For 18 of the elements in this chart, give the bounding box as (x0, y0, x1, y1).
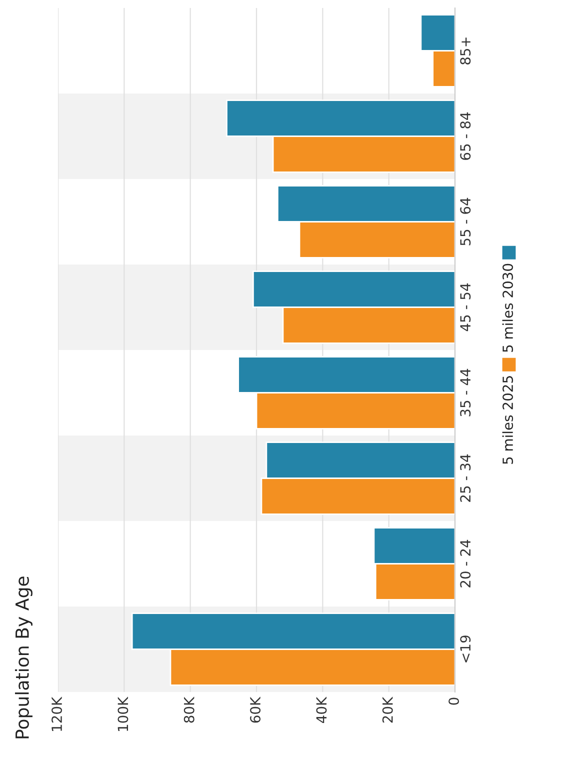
y-tick-label: <19 (460, 636, 471, 662)
y-tick-label: 25 - 34 (460, 454, 471, 502)
x-tick-label: 40K (316, 696, 327, 723)
x-tick-label: 100K (118, 696, 128, 731)
x-tick-label: 20K (382, 696, 393, 723)
y-tick-label: 35 - 44 (460, 368, 471, 416)
y-tick-label: 45 - 54 (460, 283, 471, 332)
legend-label: 5 miles 2030 (502, 264, 514, 352)
y-tick-label: 55 - 64 (460, 198, 471, 246)
y-tick-label: 20 - 24 (460, 540, 471, 588)
x-tick-label: 120K (52, 696, 62, 731)
y-tick-label: 65 - 84 (460, 112, 471, 160)
x-tick-label: 80K (184, 696, 194, 723)
text: Population By Age (15, 576, 32, 738)
x-tick-label: 0 (448, 698, 460, 705)
x-tick-label: 60K (250, 696, 261, 723)
legend-label: 5 miles 2025 (502, 376, 514, 464)
y-tick-label: 85+ (460, 38, 471, 64)
